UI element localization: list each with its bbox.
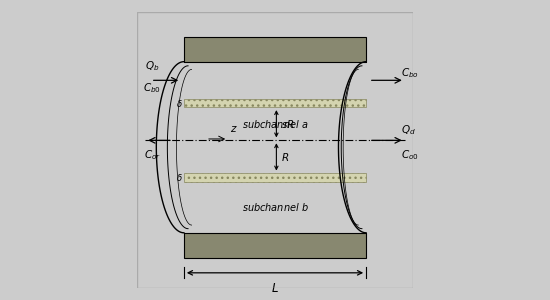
Text: $L$: $L$ [271, 282, 279, 295]
Bar [184, 173, 366, 182]
Text: $C_{or}$: $C_{or}$ [144, 148, 161, 162]
Text: $C_{o0}$: $C_{o0}$ [400, 148, 419, 162]
Text: $\delta$: $\delta$ [175, 98, 182, 109]
Text: $C_{bo}$: $C_{bo}$ [400, 66, 419, 80]
Text: $z$: $z$ [230, 124, 238, 134]
Text: subchannel $a$: subchannel $a$ [242, 118, 308, 130]
Bar [184, 99, 366, 107]
Text: $\delta$: $\delta$ [175, 172, 182, 183]
Text: $R$: $R$ [282, 151, 290, 163]
Text: subchannel $b$: subchannel $b$ [241, 201, 309, 213]
Text: $s R$: $s R$ [282, 118, 295, 130]
Text: $Q_b$: $Q_b$ [145, 59, 160, 73]
Bar [184, 37, 366, 62]
Text: $C_{b0}$: $C_{b0}$ [143, 81, 161, 95]
Bar [184, 233, 366, 258]
Text: $Q_d$: $Q_d$ [400, 123, 415, 137]
